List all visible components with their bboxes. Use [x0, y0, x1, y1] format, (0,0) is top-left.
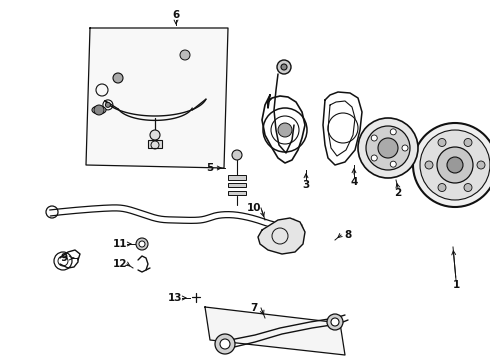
Circle shape [390, 129, 396, 135]
Bar [228, 175, 246, 180]
Text: 12: 12 [113, 259, 127, 269]
Text: 2: 2 [394, 188, 402, 198]
Circle shape [390, 161, 396, 167]
Circle shape [105, 102, 110, 107]
Circle shape [94, 105, 104, 115]
Circle shape [437, 147, 473, 183]
Ellipse shape [92, 106, 106, 114]
Text: 9: 9 [60, 253, 68, 263]
Circle shape [366, 126, 410, 170]
Bar [148, 140, 162, 148]
Bar [228, 191, 246, 195]
Polygon shape [258, 218, 305, 254]
Circle shape [420, 130, 490, 200]
Text: 1: 1 [452, 280, 460, 290]
Bar [228, 183, 246, 187]
Circle shape [477, 161, 485, 169]
Circle shape [425, 161, 433, 169]
Polygon shape [205, 307, 345, 355]
Circle shape [378, 138, 398, 158]
Circle shape [327, 314, 343, 330]
Circle shape [464, 139, 472, 147]
Circle shape [402, 145, 408, 151]
Circle shape [278, 123, 292, 137]
Text: 8: 8 [344, 230, 352, 240]
Circle shape [413, 123, 490, 207]
Circle shape [331, 318, 339, 326]
Circle shape [139, 241, 145, 247]
Text: 5: 5 [206, 163, 214, 173]
Text: 3: 3 [302, 180, 310, 190]
Circle shape [438, 139, 446, 147]
Circle shape [180, 50, 190, 60]
Circle shape [438, 184, 446, 192]
Circle shape [358, 118, 418, 178]
Circle shape [220, 339, 230, 349]
Circle shape [113, 73, 123, 83]
Circle shape [136, 238, 148, 250]
Text: 7: 7 [250, 303, 258, 313]
Circle shape [232, 150, 242, 160]
Circle shape [215, 334, 235, 354]
Circle shape [150, 130, 160, 140]
Text: 4: 4 [350, 177, 358, 187]
Text: 11: 11 [113, 239, 127, 249]
Circle shape [447, 157, 463, 173]
Text: 6: 6 [172, 10, 180, 20]
Circle shape [281, 64, 287, 70]
Circle shape [371, 155, 377, 161]
Text: 10: 10 [247, 203, 261, 213]
Circle shape [371, 135, 377, 141]
Text: 13: 13 [168, 293, 182, 303]
Circle shape [464, 184, 472, 192]
Polygon shape [86, 28, 228, 168]
Circle shape [277, 60, 291, 74]
